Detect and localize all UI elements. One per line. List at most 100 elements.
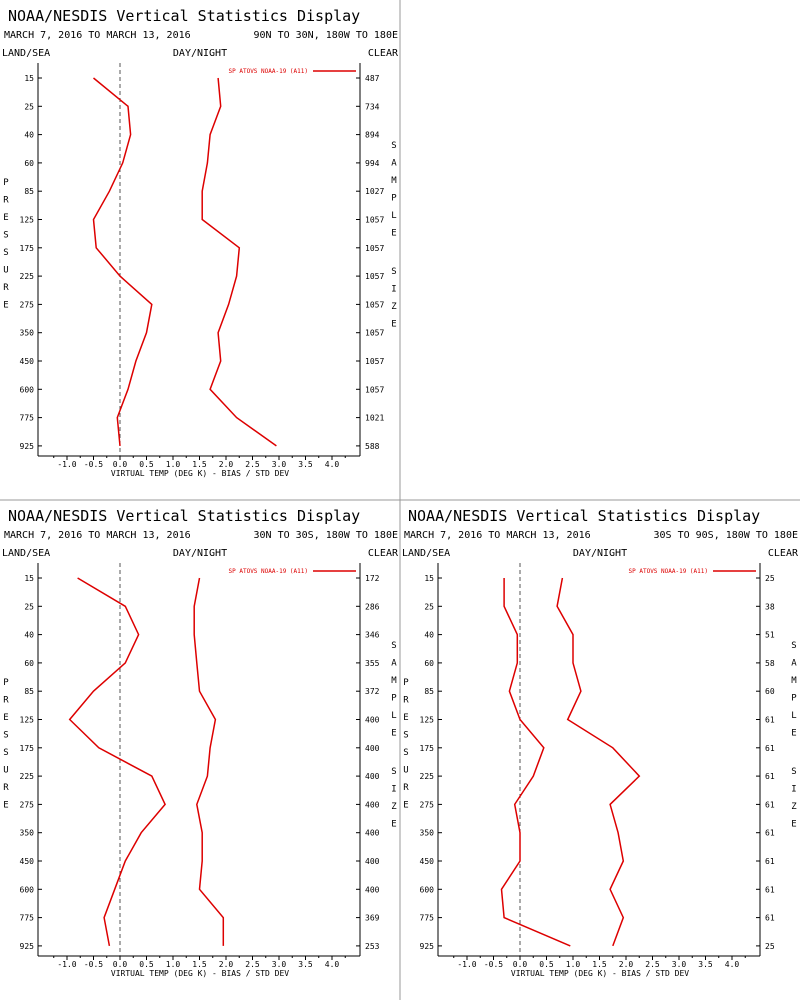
pressure-tick-label: 60	[424, 659, 434, 668]
pressure-tick-label: 775	[20, 914, 35, 923]
pressure-tick-label: 125	[420, 716, 435, 725]
pressure-tick-label: 925	[20, 942, 35, 951]
region-label: 90N TO 30N, 180W TO 180E	[254, 30, 399, 41]
sample-size-label: 1057	[365, 216, 384, 225]
x-tick-label: 2.5	[245, 960, 260, 969]
y-axis-label-letter: R	[403, 783, 409, 793]
sample-size-label: 1021	[365, 414, 384, 423]
pressure-tick-label: 600	[20, 385, 35, 394]
x-tick-label: 1.0	[166, 960, 181, 969]
sample-size-label: 588	[365, 442, 380, 451]
legend-label: SP ATOVS NOAA-19 (A11)	[229, 68, 308, 75]
y-axis-label-letter: E	[3, 213, 8, 223]
y2-axis-label-letter: L	[791, 711, 796, 721]
x-axis-label: VIRTUAL TEMP (DEG K) - BIAS / STD DEV	[111, 469, 289, 478]
sample-size-label: 400	[365, 772, 380, 781]
date-range: MARCH 7, 2016 TO MARCH 13, 2016	[4, 530, 191, 541]
sample-size-label: 1057	[365, 357, 384, 366]
y-axis-label-letter: S	[3, 748, 8, 758]
x-tick-label: 4.0	[325, 460, 340, 469]
y-axis-label-letter: S	[403, 731, 408, 741]
pressure-tick-label: 40	[24, 631, 34, 640]
x-tick-label: 2.0	[219, 460, 234, 469]
day-night-filter: DAY/NIGHT	[173, 48, 227, 59]
sample-size-label: 61	[765, 829, 775, 838]
x-tick-label: 1.5	[192, 960, 207, 969]
x-tick-label: -1.0	[57, 460, 76, 469]
y-axis-label-letter: E	[3, 801, 8, 811]
sample-size-label: 61	[765, 800, 775, 809]
x-axis-label: VIRTUAL TEMP (DEG K) - BIAS / STD DEV	[111, 969, 289, 978]
land-sea-filter: LAND/SEA	[2, 48, 50, 59]
y2-axis-label-letter: E	[391, 729, 396, 739]
y2-axis-label-letter: S	[391, 641, 396, 651]
x-tick-label: 0.5	[539, 960, 554, 969]
sample-size-label: 172	[365, 574, 380, 583]
sample-size-label: 1057	[365, 244, 384, 253]
day-night-filter: DAY/NIGHT	[173, 548, 227, 559]
sample-size-label: 61	[765, 744, 775, 753]
pressure-tick-label: 60	[24, 659, 34, 668]
y-axis-label-letter: S	[3, 731, 8, 741]
y2-axis-label-letter: L	[391, 211, 396, 221]
date-range: MARCH 7, 2016 TO MARCH 13, 2016	[404, 530, 591, 541]
x-tick-label: 2.0	[619, 960, 634, 969]
x-tick-label: 1.0	[566, 960, 581, 969]
chart-panel: NOAA/NESDIS Vertical Statistics Display M…	[402, 507, 799, 978]
x-tick-label: 0.0	[113, 960, 128, 969]
y2-axis-label-letter: S	[391, 267, 396, 277]
x-tick-label: 3.0	[272, 960, 287, 969]
pressure-tick-label: 15	[24, 574, 34, 583]
region-label: 30N TO 30S, 180W TO 180E	[254, 530, 399, 541]
pressure-tick-label: 175	[420, 744, 435, 753]
pressure-tick-label: 925	[420, 942, 435, 951]
y2-axis-label-letter: P	[391, 694, 397, 704]
chart-panel: NOAA/NESDIS Vertical Statistics Display M…	[2, 507, 399, 978]
sample-size-label: 253	[365, 942, 380, 951]
sample-size-label: 61	[765, 885, 775, 894]
pressure-tick-label: 125	[20, 716, 35, 725]
y-axis-label-letter: U	[3, 766, 8, 776]
pressure-tick-label: 40	[24, 131, 34, 140]
sample-size-label: 400	[365, 829, 380, 838]
chart-title: NOAA/NESDIS Vertical Statistics Display	[408, 507, 760, 525]
y2-axis-label-letter: S	[791, 641, 796, 651]
y2-axis-label-letter: I	[391, 285, 396, 295]
std-dev-series-line	[556, 577, 641, 947]
y2-axis-label-letter: S	[791, 767, 796, 777]
x-tick-label: 4.0	[325, 960, 340, 969]
sample-size-label: 894	[365, 131, 380, 140]
x-tick-label: 1.5	[192, 460, 207, 469]
clear-filter: CLEAR	[768, 548, 799, 559]
y2-axis-label-letter: E	[791, 820, 796, 830]
sample-size-label: 286	[365, 602, 380, 611]
pressure-tick-label: 60	[24, 159, 34, 168]
y-axis-label-letter: S	[3, 248, 8, 258]
sample-size-label: 61	[765, 914, 775, 923]
y-axis-label-letter: R	[3, 696, 9, 706]
land-sea-filter: LAND/SEA	[402, 548, 450, 559]
y-axis-label-letter: R	[403, 696, 409, 706]
sample-size-label: 994	[365, 159, 380, 168]
y-axis-label-letter: R	[3, 196, 9, 206]
y-axis-label-letter: S	[403, 748, 408, 758]
pressure-tick-label: 600	[20, 885, 35, 894]
x-tick-label: 2.5	[645, 960, 660, 969]
sample-size-label: 346	[365, 631, 380, 640]
pressure-tick-label: 40	[424, 631, 434, 640]
y2-axis-label-letter: E	[391, 820, 396, 830]
y-axis-label-letter: E	[403, 801, 408, 811]
y-axis-label-letter: P	[3, 178, 9, 188]
y2-axis-label-letter: E	[391, 229, 396, 239]
sample-size-label: 400	[365, 857, 380, 866]
sample-size-label: 61	[765, 772, 775, 781]
clear-filter: CLEAR	[368, 48, 399, 59]
pressure-tick-label: 225	[20, 772, 35, 781]
sample-size-label: 1057	[365, 329, 384, 338]
y2-axis-label-letter: I	[391, 785, 396, 795]
sample-size-label: 369	[365, 914, 380, 923]
x-tick-label: 3.0	[272, 460, 287, 469]
pressure-tick-label: 450	[20, 357, 35, 366]
pressure-tick-label: 350	[20, 829, 35, 838]
